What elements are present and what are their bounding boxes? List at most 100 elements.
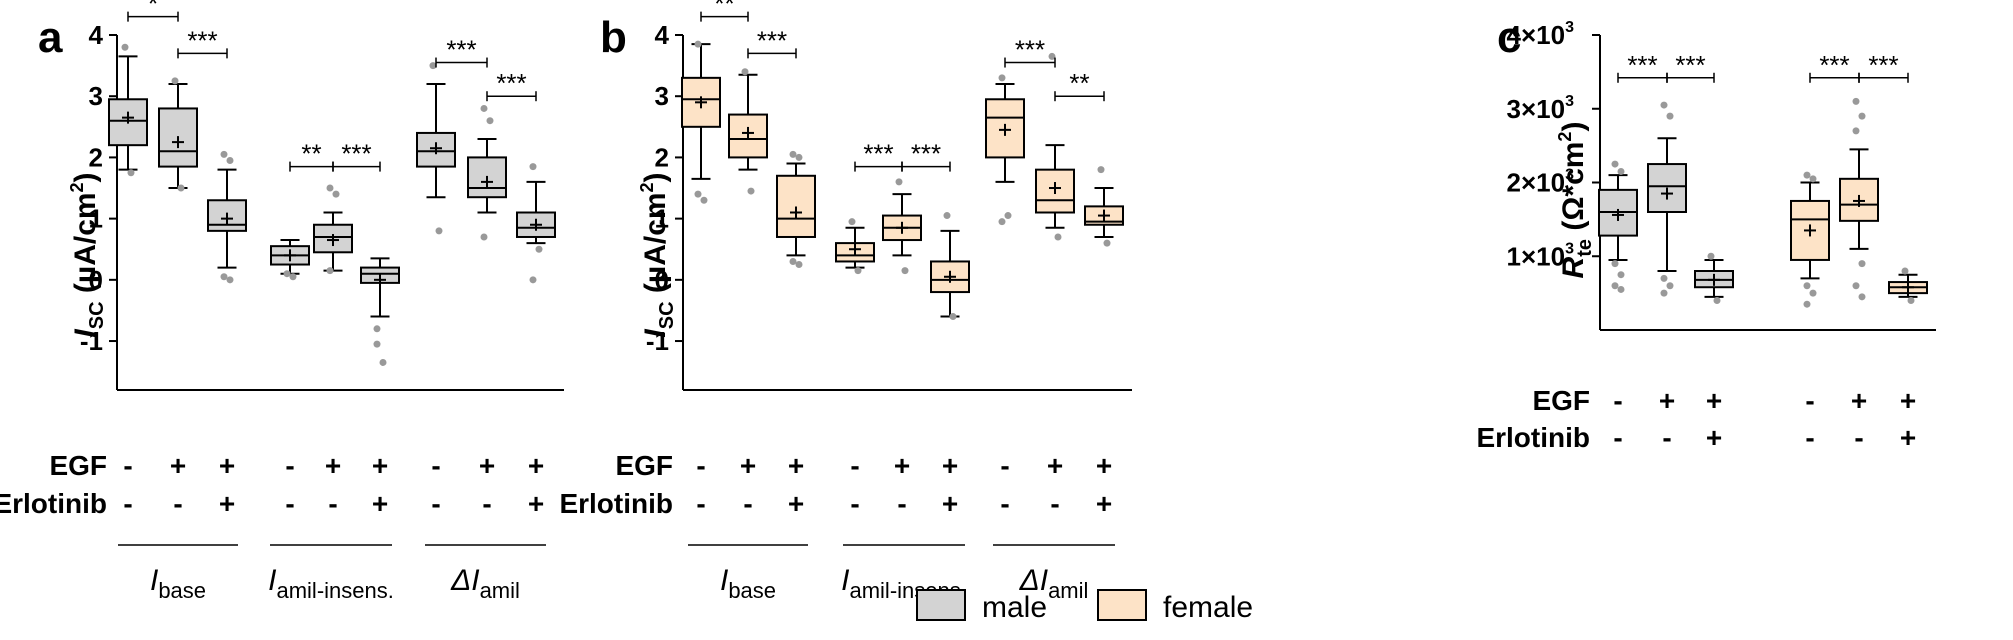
outlier-point (289, 273, 297, 281)
erlotinib-label-c: Erlotinib (1476, 422, 1590, 453)
outlier-point (1852, 282, 1860, 290)
y-tick-label: 3×103 (1507, 93, 1575, 124)
egf-symbol: - (431, 450, 440, 481)
y-tick-label: -1 (80, 326, 103, 356)
egf-symbol: + (170, 450, 186, 481)
significance-label: *** (911, 139, 941, 169)
outlier-point (1858, 260, 1866, 268)
outlier-point (332, 190, 340, 198)
group-labels-b: Ibase Iamil-insens. ΔIamil (688, 544, 1115, 603)
axes-a: 4 3 2 1 0 -1 (80, 20, 564, 391)
egf-symbol: - (285, 450, 294, 481)
egf-symbol: + (528, 450, 544, 481)
treatment-table-c: EGF Erlotinib - - + - + + - - + - + + (1476, 385, 1916, 453)
significance-c: *** *** *** *** (1617, 50, 1909, 83)
erlotinib-label-b: Erlotinib (559, 488, 673, 519)
boxes-c (1598, 97, 1928, 308)
outlier-point (1617, 285, 1625, 293)
egf-symbol: + (942, 450, 958, 481)
egf-label-a: EGF (49, 450, 107, 481)
egf-symbol: - (123, 450, 132, 481)
outlier-point (895, 178, 903, 186)
outlier-point (1852, 97, 1860, 105)
outlier-point (127, 169, 135, 177)
y-tick-label: 0 (655, 265, 669, 295)
egf-symbol: + (325, 450, 341, 481)
outlier-point (747, 187, 755, 195)
erlotinib-symbol: + (528, 488, 544, 519)
erlotinib-symbol: + (372, 488, 388, 519)
erlotinib-symbol: - (696, 488, 705, 519)
outlier-point (1097, 166, 1105, 174)
legend-swatch-male (916, 589, 966, 621)
erlotinib-symbol: - (1050, 488, 1059, 519)
egf-symbol: - (1613, 385, 1622, 416)
significance-a: ****** ********* (127, 0, 537, 172)
significance-label: ** (714, 0, 734, 19)
outlier-point (1803, 300, 1811, 308)
erlotinib-symbol: - (897, 488, 906, 519)
box (776, 174, 816, 238)
outlier-point (480, 233, 488, 241)
egf-label-b: EGF (615, 450, 673, 481)
outlier-point (1004, 212, 1012, 220)
outlier-point (1611, 260, 1619, 268)
panel-label-b: b (600, 13, 627, 62)
erlotinib-symbol: - (123, 488, 132, 519)
erlotinib-symbol: - (850, 488, 859, 519)
y-tick-label: 2 (89, 142, 103, 172)
erlotinib-symbol: + (1096, 488, 1112, 519)
erlotinib-symbol: - (431, 488, 440, 519)
y-tick-label: 4 (655, 20, 670, 50)
outlier-point (700, 196, 708, 204)
treatment-table-a: EGF Erlotinib --+-++--+-++--+-++ (0, 450, 544, 519)
erlotinib-symbol: - (1000, 488, 1009, 519)
outlier-point (220, 273, 228, 281)
axes-b: 4 3 2 1 0 -1 (646, 20, 1132, 391)
outlier-point (373, 340, 381, 348)
erlotinib-symbol: + (788, 488, 804, 519)
y-axis-label-a: ISC (µA/cm2) (67, 172, 108, 337)
y-tick-label: 3 (89, 81, 103, 111)
egf-symbol: + (372, 450, 388, 481)
significance-label: * (148, 0, 158, 19)
significance-label: *** (1015, 35, 1045, 65)
outlier-point (1611, 282, 1619, 290)
outlier-point (998, 74, 1006, 82)
outlier-point (1852, 127, 1860, 135)
egf-symbol: + (1851, 385, 1867, 416)
outlier-point (226, 156, 234, 164)
group-label: Iamil-insens. (268, 564, 394, 603)
significance-label: *** (341, 139, 371, 169)
significance-label: ** (301, 139, 321, 169)
outlier-point (1103, 239, 1111, 247)
outlier-point (1617, 271, 1625, 279)
boxes-b (681, 40, 1124, 321)
outlier-point (220, 150, 228, 158)
outlier-point (121, 43, 129, 51)
outlier-point (795, 153, 803, 161)
outlier-point (326, 184, 334, 192)
outlier-point (949, 313, 957, 321)
outlier-point (379, 358, 387, 366)
outlier-point (1858, 112, 1866, 120)
panel-label-a: a (38, 13, 63, 62)
legend-swatch-female (1097, 589, 1147, 621)
y-axis-label-c: Rte (Ω*cm2) (1555, 122, 1596, 279)
outlier-point (1660, 274, 1668, 282)
outlier-point (1707, 252, 1715, 260)
egf-symbol: + (1096, 450, 1112, 481)
y-tick-label: -1 (646, 326, 669, 356)
significance-label: *** (1675, 50, 1705, 80)
axes-c: 4×103 3×103 2×103 1×103 (1507, 19, 1936, 331)
egf-symbol: + (1047, 450, 1063, 481)
egf-symbol: - (696, 450, 705, 481)
boxes-a (108, 43, 556, 366)
outlier-point (1809, 175, 1817, 183)
erlotinib-symbol: - (482, 488, 491, 519)
y-tick-label: 3 (655, 81, 669, 111)
treatment-table-b: EGF Erlotinib - - + - + + - - + - + + - - + - + + (559, 450, 1112, 519)
group-label: ΔIamil (450, 564, 520, 603)
